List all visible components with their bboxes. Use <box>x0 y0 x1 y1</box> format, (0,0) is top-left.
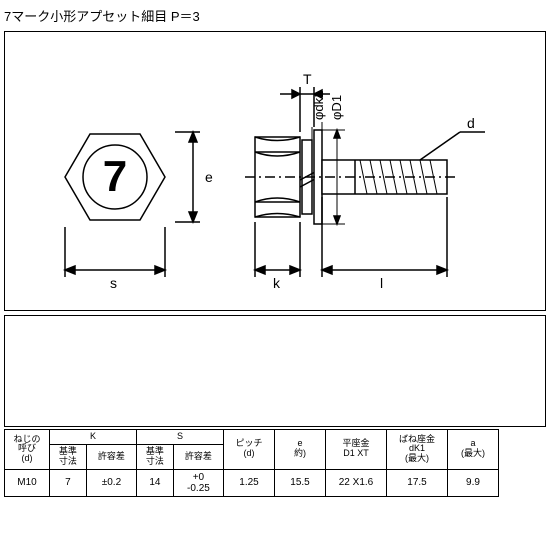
technical-diagram: 7 e s <box>4 31 546 311</box>
spec-table: ねじの呼び(d) K S ピッチ(d) e約) 平座金D1 XT ばね座金dK1… <box>4 429 499 497</box>
cell-s-tol: +0-0.25 <box>173 469 223 496</box>
cell-k-tol: ±0.2 <box>86 469 136 496</box>
col-spring: ばね座金dK1(最大) <box>387 430 448 470</box>
cell-washer: 22 X1.6 <box>326 469 387 496</box>
svg-text:d: d <box>467 115 475 131</box>
cell-e: 15.5 <box>275 469 326 496</box>
svg-text:φdk1: φdk1 <box>311 91 326 120</box>
col-s-basic: 基準寸法 <box>137 444 174 469</box>
svg-text:7: 7 <box>103 152 127 201</box>
blank-panel <box>4 315 546 427</box>
col-S: S <box>137 430 224 445</box>
col-pitch: ピッチ(d) <box>224 430 275 470</box>
svg-text:e: e <box>205 169 213 185</box>
cell-pitch: 1.25 <box>224 469 275 496</box>
cell-spring: 17.5 <box>387 469 448 496</box>
cell-nominal: M10 <box>5 469 50 496</box>
col-s-tol: 許容差 <box>173 444 223 469</box>
col-nominal: ねじの呼び(d) <box>5 430 50 470</box>
svg-text:T: T <box>303 71 312 87</box>
table-row: M10 7 ±0.2 14 +0-0.25 1.25 15.5 22 X1.6 … <box>5 469 499 496</box>
col-e: e約) <box>275 430 326 470</box>
cell-s-basic: 14 <box>137 469 174 496</box>
col-washer: 平座金D1 XT <box>326 430 387 470</box>
col-a: a(最大) <box>448 430 499 470</box>
col-K: K <box>50 430 137 445</box>
page-title: 7マーク小形アプセット細目 P＝3 <box>0 0 550 29</box>
col-k-tol: 許容差 <box>86 444 136 469</box>
cell-a: 9.9 <box>448 469 499 496</box>
svg-text:s: s <box>110 275 117 291</box>
cell-k-basic: 7 <box>50 469 87 496</box>
col-k-basic: 基準寸法 <box>50 444 87 469</box>
svg-text:l: l <box>380 275 383 291</box>
svg-text:k: k <box>273 275 281 291</box>
svg-text:φD1: φD1 <box>329 95 344 120</box>
